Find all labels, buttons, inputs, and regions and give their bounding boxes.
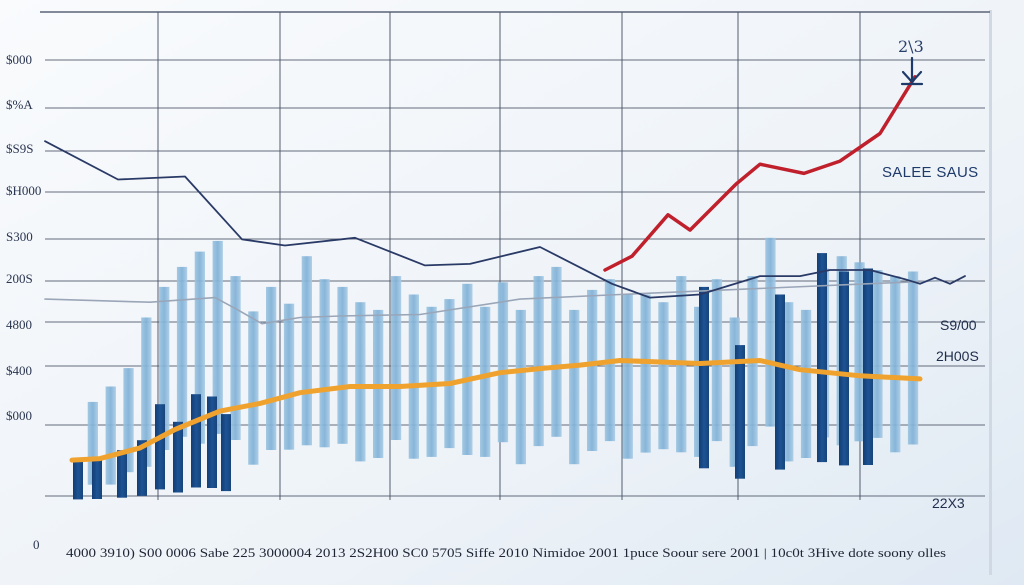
light-bar [373, 309, 384, 458]
light-bar [480, 306, 491, 457]
legend-label: SALEE SAUS [882, 164, 978, 181]
dark-bar [221, 414, 231, 492]
light-bar [319, 279, 330, 448]
light-bar [87, 401, 98, 485]
light-bar [337, 286, 348, 444]
light-bar [551, 266, 562, 437]
dark-bars [73, 253, 873, 500]
orange-line [69, 358, 923, 463]
light-bar [283, 303, 295, 450]
y-origin-label: 0 [33, 537, 40, 552]
dark-bar [155, 404, 165, 490]
y-tick-label: $400 [6, 363, 32, 378]
right-label: 22X3 [932, 495, 965, 511]
dark-bar [191, 394, 201, 488]
light-bar [408, 294, 419, 459]
light-bar [266, 286, 277, 450]
light-bar [141, 317, 152, 467]
dark-bar [775, 294, 785, 470]
red-line [603, 75, 917, 272]
light-bar [212, 240, 223, 434]
y-tick-label: $%A [6, 97, 33, 112]
y-tick-label: $H000 [6, 183, 41, 198]
light-bar [159, 286, 170, 450]
light-bar [872, 270, 883, 438]
light-bar [907, 271, 919, 445]
navy-line [44, 140, 966, 299]
grey-line [44, 279, 941, 325]
dark-bar [137, 440, 147, 496]
annotation-label: 2\3 [898, 37, 924, 56]
arrow-annotation: 2\3 [898, 37, 924, 86]
dark-bar [173, 421, 183, 493]
light-bar [301, 256, 312, 446]
light-bar [248, 311, 259, 465]
light-bar [105, 386, 116, 485]
light-bar [800, 309, 812, 458]
line-series [44, 75, 966, 463]
light-bar [194, 251, 205, 444]
light-bar [640, 294, 651, 453]
down-arrow-icon [900, 56, 924, 86]
light-bar [390, 276, 402, 440]
dark-bar [92, 457, 102, 499]
light-bar [462, 283, 473, 455]
dark-bar [839, 271, 849, 466]
light-bar [729, 317, 740, 467]
dark-bar [699, 286, 709, 469]
y-tick-label: 200S [6, 271, 33, 286]
dark-bar [207, 396, 217, 488]
light-bar [783, 302, 794, 462]
light-bar [123, 368, 134, 473]
light-bar [355, 302, 366, 462]
y-tick-label: $000 [6, 408, 32, 423]
light-bar [622, 294, 633, 459]
dark-bar [735, 345, 745, 479]
light-bar [854, 262, 865, 442]
light-bar [230, 276, 241, 440]
light-bar [587, 289, 598, 451]
right-label: 2H00S [936, 348, 979, 364]
right-label: S9/00 [940, 317, 977, 333]
light-bar [658, 302, 669, 450]
dark-bar [73, 460, 83, 500]
y-tick-label: $S9S [6, 141, 33, 156]
light-bar [426, 306, 437, 457]
y-tick-label: 4800 [6, 317, 32, 332]
light-bar [444, 299, 455, 449]
light-bar [533, 276, 544, 447]
y-tick-label: S300 [6, 229, 33, 244]
dark-bar [863, 268, 873, 465]
light-bar [497, 282, 509, 443]
x-axis-tick-labels: 4000 3910) S00 0006 Sabe 225 3000004 201… [66, 545, 946, 560]
light-bar [890, 276, 901, 453]
frame-right [989, 10, 992, 575]
light-bar [569, 309, 580, 465]
light-bar [176, 266, 188, 437]
light-bar [765, 237, 776, 427]
dark-bar [817, 253, 827, 463]
right-labels: S9/00 2H00S 22X3 [932, 317, 979, 511]
dark-bar [117, 450, 127, 498]
light-bar [515, 309, 526, 465]
y-axis-ticks: $000 $%A $S9S $H000 S300 200S 4800 $400 … [6, 52, 41, 552]
y-tick-label: $000 [6, 52, 32, 67]
